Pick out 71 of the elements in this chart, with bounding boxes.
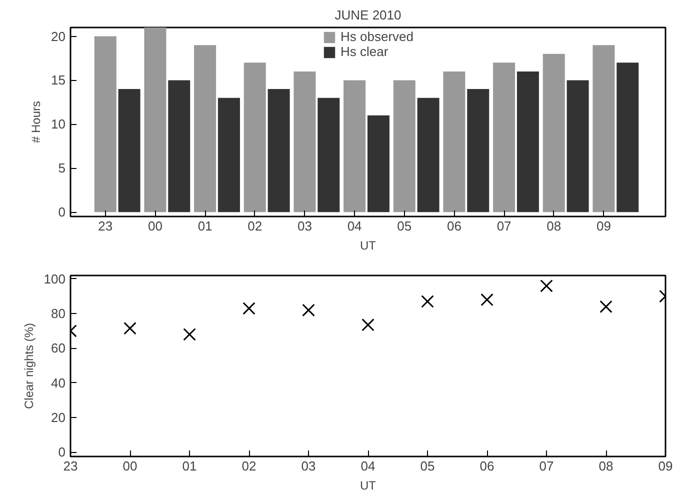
x-axis-title: UT <box>360 478 377 492</box>
x-tick-label: 04 <box>360 458 376 474</box>
bar <box>118 89 140 212</box>
bar <box>516 71 539 212</box>
x-tick-label: 05 <box>397 218 412 234</box>
x-tick-label: 23 <box>98 218 113 234</box>
point <box>124 322 136 335</box>
y-tick-label: 15 <box>51 72 66 88</box>
y-tick-label: 60 <box>51 340 66 356</box>
bar <box>168 80 190 212</box>
x-tick-label: 01 <box>182 458 197 474</box>
bar <box>244 62 266 212</box>
x-tick-label: 09 <box>596 218 611 234</box>
bar <box>393 80 416 212</box>
bar <box>318 98 340 212</box>
y-tick-label: 0 <box>58 444 66 460</box>
bar <box>344 80 366 212</box>
x-tick-label: 02 <box>242 458 256 474</box>
y-tick-label: 20 <box>51 410 66 426</box>
bar <box>144 28 166 212</box>
bar <box>268 89 290 212</box>
x-tick-label: 23 <box>63 458 78 474</box>
y-tick-label: 10 <box>51 116 66 132</box>
x-tick-label: 08 <box>598 458 614 474</box>
x-tick-label: 01 <box>198 218 212 234</box>
chart-title: JUNE 2010 <box>334 8 402 22</box>
x-tick-label: 04 <box>347 218 362 234</box>
x-tick-label: 02 <box>248 218 262 234</box>
point <box>421 295 434 308</box>
x-tick-label: 06 <box>446 218 462 234</box>
y-tick-label: 0 <box>58 204 66 220</box>
point <box>362 318 374 332</box>
point <box>183 328 196 341</box>
bar <box>616 62 639 212</box>
y-axis-title: Clear nights (%) <box>22 322 36 410</box>
bar <box>367 115 390 212</box>
bar <box>566 80 589 212</box>
y-tick-label: 5 <box>58 160 66 176</box>
x-tick-label: 07 <box>496 218 512 234</box>
bar <box>94 36 116 212</box>
y-axis-title: # Hours <box>29 100 44 144</box>
point <box>540 279 553 292</box>
point <box>242 302 256 315</box>
y-tick-label: 100 <box>44 271 66 286</box>
point <box>600 300 612 314</box>
x-tick-label: 00 <box>148 218 162 234</box>
bar <box>493 62 516 212</box>
bar <box>218 98 240 212</box>
y-tick-label: 40 <box>51 375 66 390</box>
x-axis-title: UT <box>360 238 377 252</box>
bar <box>592 45 615 212</box>
x-tick-label: 03 <box>297 218 312 234</box>
point <box>302 304 315 317</box>
legend-label: Hs clear <box>340 44 388 59</box>
x-tick-label: 07 <box>539 458 554 474</box>
bar <box>467 89 490 212</box>
bar <box>194 45 216 212</box>
x-tick-label: 03 <box>301 458 316 474</box>
legend-label: Hs observed <box>340 29 414 44</box>
bar <box>417 98 440 212</box>
x-tick-label: 05 <box>420 458 435 474</box>
x-tick-label: 06 <box>480 458 494 474</box>
y-tick-label: 80 <box>51 306 66 322</box>
point <box>480 293 494 306</box>
bar <box>542 54 565 212</box>
x-tick-label: 09 <box>658 458 673 474</box>
bar <box>443 71 466 212</box>
y-tick-label: 20 <box>51 28 66 44</box>
x-tick-label: 08 <box>546 218 562 234</box>
x-tick-label: 00 <box>122 458 138 474</box>
bar <box>294 71 316 212</box>
